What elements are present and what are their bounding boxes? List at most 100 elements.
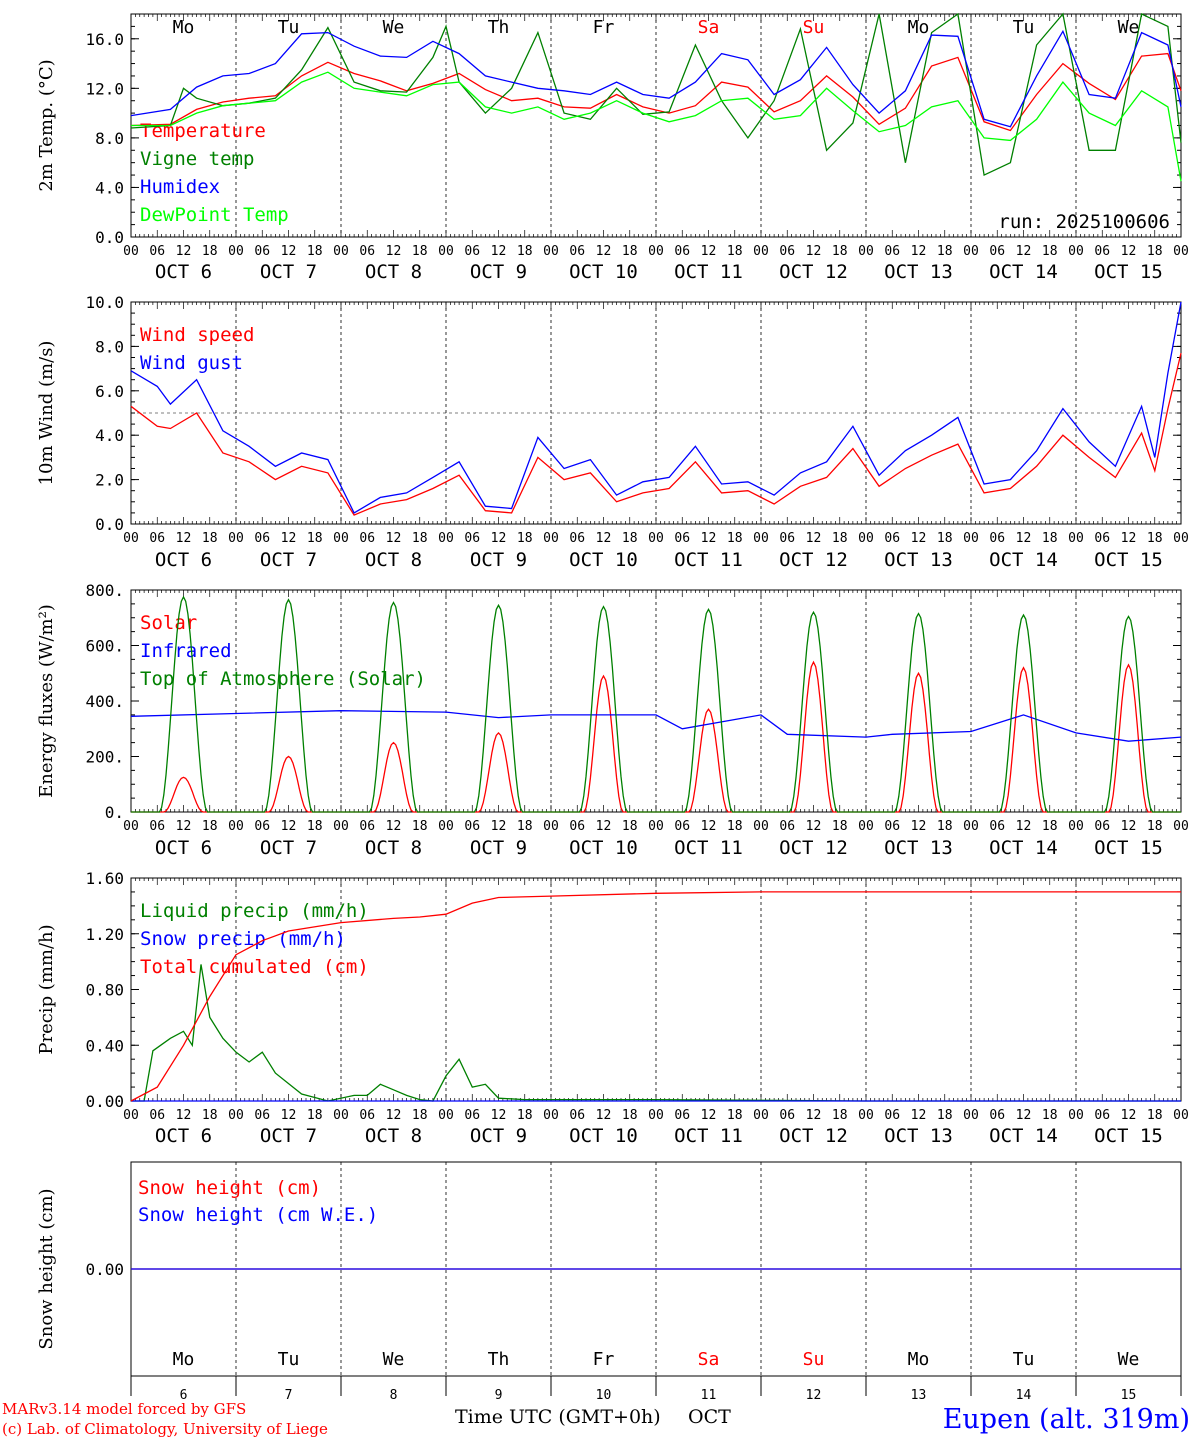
hour-tick-label: 12: [176, 819, 192, 834]
y-tick-label: 1.20: [85, 925, 124, 944]
y-tick-label: 8.0: [95, 337, 124, 356]
legend-entry: Wind gust: [140, 352, 243, 374]
bottom-day-6: Su: [803, 1349, 825, 1370]
y-tick-label: 0.80: [85, 981, 124, 1000]
hour-tick-label: 06: [674, 819, 690, 834]
date-label: OCT 9: [470, 1125, 527, 1147]
hour-tick-label: 06: [464, 819, 480, 834]
hour-tick-label: 18: [937, 1108, 953, 1123]
hour-tick-label: 00: [123, 819, 139, 834]
legend-entry: Wind speed: [140, 324, 254, 346]
hour-tick-label: 18: [412, 244, 428, 259]
hour-tick-label: 12: [176, 244, 192, 259]
hour-tick-label: 06: [569, 244, 585, 259]
hour-tick-label: 06: [1094, 531, 1110, 546]
series-line-temperature: [130, 52, 1182, 132]
hour-tick-label: 18: [1147, 819, 1163, 834]
date-label: OCT 14: [989, 549, 1058, 571]
hour-tick-label: 06: [359, 1108, 375, 1123]
hour-tick-label: 12: [281, 244, 297, 259]
hour-tick-label: 00: [333, 244, 349, 259]
hour-tick-label: 18: [622, 819, 638, 834]
bottom-day-7: Mo: [908, 1349, 930, 1370]
hour-tick-label: 00: [1068, 1108, 1084, 1123]
y-tick-label: 12.0: [85, 79, 124, 98]
y-axis-title: Energy fluxes (W/m²): [36, 604, 57, 798]
hour-tick-label: 18: [412, 531, 428, 546]
legend-entry: Humidex: [140, 176, 220, 198]
date-label: OCT 8: [365, 837, 422, 859]
hour-tick-label: 00: [1173, 1108, 1189, 1123]
bottom-day-1: Tu: [278, 1349, 300, 1370]
day-number: 7: [285, 1388, 293, 1403]
legend-entry: Snow height (cm): [138, 1177, 321, 1199]
hour-tick-label: 18: [1147, 531, 1163, 546]
hour-tick-label: 06: [1094, 819, 1110, 834]
day-number: 11: [701, 1388, 717, 1403]
y-axis-title: Snow height (cm): [36, 1188, 57, 1349]
bottom-day-9: We: [1118, 1349, 1140, 1370]
hour-tick-label: 00: [228, 1108, 244, 1123]
hour-tick-label: 06: [674, 1108, 690, 1123]
date-label: OCT 13: [884, 1125, 953, 1147]
hour-tick-label: 06: [884, 244, 900, 259]
hour-tick-label: 00: [1173, 819, 1189, 834]
hour-tick-label: 18: [727, 1108, 743, 1123]
hour-tick-label: 12: [701, 531, 717, 546]
hour-tick-label: 06: [359, 819, 375, 834]
hour-tick-label: 00: [648, 531, 664, 546]
hour-tick-label: 12: [281, 1108, 297, 1123]
hour-tick-label: 00: [228, 819, 244, 834]
hour-tick-label: 06: [254, 244, 270, 259]
date-label: OCT 11: [674, 261, 743, 283]
hour-tick-label: 12: [281, 531, 297, 546]
hour-tick-label: 06: [359, 244, 375, 259]
hour-tick-label: 18: [517, 1108, 533, 1123]
legend-entry: DewPoint Temp: [140, 204, 289, 226]
hour-tick-label: 00: [753, 819, 769, 834]
hour-tick-label: 06: [989, 531, 1005, 546]
hour-tick-label: 00: [543, 1108, 559, 1123]
hour-tick-label: 06: [254, 819, 270, 834]
date-label: OCT 14: [989, 1125, 1058, 1147]
hour-tick-label: 12: [386, 244, 402, 259]
hour-tick-label: 00: [648, 1108, 664, 1123]
hour-tick-label: 06: [254, 531, 270, 546]
panel-3: 00 06 12 18 00 06 12 18 00 06 12 18 00 06 12 18 00 06 12 18…: [36, 869, 1189, 1147]
hour-tick-label: 12: [491, 531, 507, 546]
legend-entry: Top of Atmosphere (Solar): [140, 668, 426, 690]
top-day-2: We: [383, 17, 405, 38]
date-label: OCT 11: [674, 1125, 743, 1147]
y-tick-label: 10.0: [85, 293, 124, 312]
hour-tick-label: 18: [832, 819, 848, 834]
hour-tick-label: 00: [1173, 244, 1189, 259]
hour-tick-label: 00: [438, 1108, 454, 1123]
hour-tick-label: 12: [1016, 819, 1032, 834]
hour-tick-label: 00: [858, 819, 874, 834]
hour-tick-label: 18: [622, 1108, 638, 1123]
hour-tick-label: 18: [307, 1108, 323, 1123]
station-label: Eupen (alt. 319m): [943, 1404, 1190, 1435]
top-day-3: Th: [488, 17, 510, 38]
hour-tick-label: 00: [333, 531, 349, 546]
hour-tick-label: 18: [1147, 244, 1163, 259]
hour-tick-label: 06: [149, 1108, 165, 1123]
footer-credit: (c) Lab. of Climatology, University of L…: [2, 1420, 328, 1438]
bottom-day-4: Fr: [593, 1349, 615, 1370]
hour-tick-label: 00: [333, 1108, 349, 1123]
hour-tick-label: 12: [491, 244, 507, 259]
hour-tick-label: 18: [412, 819, 428, 834]
y-tick-label: 0.: [105, 803, 124, 822]
hour-tick-label: 12: [911, 244, 927, 259]
hour-tick-label: 06: [464, 1108, 480, 1123]
hour-tick-label: 00: [858, 531, 874, 546]
hour-tick-label: 06: [674, 531, 690, 546]
series-line-infrared: [130, 710, 1182, 742]
hour-tick-label: 18: [832, 244, 848, 259]
hour-tick-label: 06: [779, 531, 795, 546]
hour-tick-label: 18: [1042, 1108, 1058, 1123]
y-tick-label: 600.: [85, 637, 124, 656]
hour-tick-label: 00: [123, 1108, 139, 1123]
hour-tick-label: 06: [149, 244, 165, 259]
y-tick-label: 1.60: [85, 869, 124, 888]
